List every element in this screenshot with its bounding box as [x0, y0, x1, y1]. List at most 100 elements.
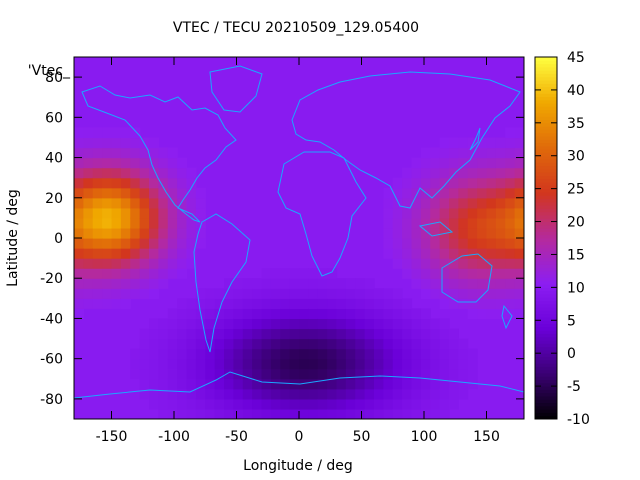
heatmap-cell [111, 268, 122, 279]
heatmap-cell [130, 197, 141, 209]
heatmap-cell [486, 298, 497, 309]
heatmap-cell [139, 378, 150, 390]
heatmap-cell [477, 167, 488, 179]
heatmap-cell [308, 268, 319, 279]
heatmap-cell [83, 268, 94, 279]
heatmap-cell [299, 398, 309, 410]
heatmap-cell [177, 348, 188, 360]
heatmap-cell [120, 217, 131, 229]
heatmap-cell [458, 217, 469, 229]
heatmap-cell [83, 187, 94, 199]
heatmap-cell [392, 288, 403, 299]
heatmap-cell [327, 338, 338, 350]
heatmap-cell [261, 348, 272, 360]
heatmap-cell [252, 338, 263, 350]
heatmap-cell [420, 398, 431, 410]
heatmap-cell [327, 408, 338, 419]
heatmap-cell [289, 278, 300, 289]
heatmap-cell [430, 157, 441, 169]
heatmap-cell [83, 137, 94, 149]
colorbar-swatch [535, 343, 557, 348]
colorbar-swatch [535, 168, 557, 173]
heatmap-cell [74, 217, 84, 229]
heatmap-cell [467, 238, 478, 249]
heatmap-cell [364, 368, 375, 380]
heatmap-cell [270, 358, 281, 370]
heatmap-cell [139, 137, 150, 149]
colorbar-swatch [535, 297, 557, 302]
heatmap-cell [111, 207, 122, 219]
heatmap-cell [130, 147, 141, 159]
heatmap-cell [242, 358, 253, 370]
heatmap-cell [92, 177, 103, 189]
heatmap-cell [505, 157, 516, 169]
heatmap-cell [214, 378, 225, 390]
heatmap-cell [477, 298, 488, 309]
heatmap-cell [420, 368, 431, 380]
heatmap-cell [167, 408, 178, 419]
heatmap-cell [120, 177, 131, 189]
heatmap-cell [430, 268, 441, 279]
heatmap-cell [120, 298, 131, 309]
heatmap-cell [467, 378, 478, 390]
heatmap-cell [270, 388, 281, 400]
heatmap-cell [195, 348, 206, 360]
heatmap-cell [186, 378, 197, 390]
heatmap-cell [449, 368, 459, 380]
colorbar-swatch [535, 63, 557, 68]
heatmap-cell [505, 238, 516, 249]
heatmap-cell [327, 328, 338, 340]
heatmap-cell [111, 278, 122, 289]
heatmap-cell [102, 157, 113, 169]
heatmap-cell [261, 308, 272, 320]
colorbar-swatch [535, 175, 557, 180]
heatmap-cell [477, 227, 488, 239]
heatmap-cell [439, 217, 450, 229]
heatmap-cell [261, 378, 272, 390]
heatmap-cell [299, 378, 309, 390]
heatmap-cell [289, 358, 300, 370]
heatmap-cell [345, 288, 356, 299]
colorbar-swatch [535, 333, 557, 338]
heatmap-cell [374, 308, 384, 320]
heatmap-cell [74, 127, 84, 139]
heatmap-cell [336, 378, 347, 390]
colorbar-swatch [535, 359, 557, 364]
heatmap-cell [111, 197, 122, 209]
heatmap-cell [495, 268, 506, 279]
heatmap-cell [486, 217, 497, 229]
heatmap-cell [252, 378, 263, 390]
heatmap-cell [92, 258, 103, 269]
heatmap-cell [345, 398, 356, 410]
heatmap-cell [317, 368, 328, 380]
colorbar-tick-label: 10 [567, 280, 585, 296]
heatmap-cell [149, 187, 159, 199]
heatmap-cell [177, 298, 188, 309]
heatmap-cell [486, 308, 497, 320]
colorbar-swatch [535, 66, 557, 71]
heatmap-cell [74, 167, 84, 179]
colorbar-swatch [535, 280, 557, 285]
heatmap-cell [92, 278, 103, 289]
heatmap-cell [411, 358, 422, 370]
heatmap-cell [430, 197, 441, 209]
heatmap-cell [308, 318, 319, 330]
heatmap-cell [467, 308, 478, 320]
heatmap-cell [158, 197, 169, 209]
heatmap-cell [149, 167, 159, 179]
heatmap-cell [467, 268, 478, 279]
heatmap-cell [158, 378, 169, 390]
heatmap-cell [102, 187, 113, 199]
heatmap-cell [495, 167, 506, 179]
heatmap-cell [186, 207, 197, 219]
heatmap-cell [270, 298, 281, 309]
heatmap-cell [392, 318, 403, 330]
heatmap-cell [317, 318, 328, 330]
heatmap-cell [74, 137, 84, 149]
heatmap-cell [280, 398, 291, 410]
heatmap-cell [467, 137, 478, 149]
heatmap-cell [195, 408, 206, 419]
heatmap-cell [177, 368, 188, 380]
colorbar-swatch [535, 112, 557, 117]
heatmap-cell [158, 268, 169, 279]
